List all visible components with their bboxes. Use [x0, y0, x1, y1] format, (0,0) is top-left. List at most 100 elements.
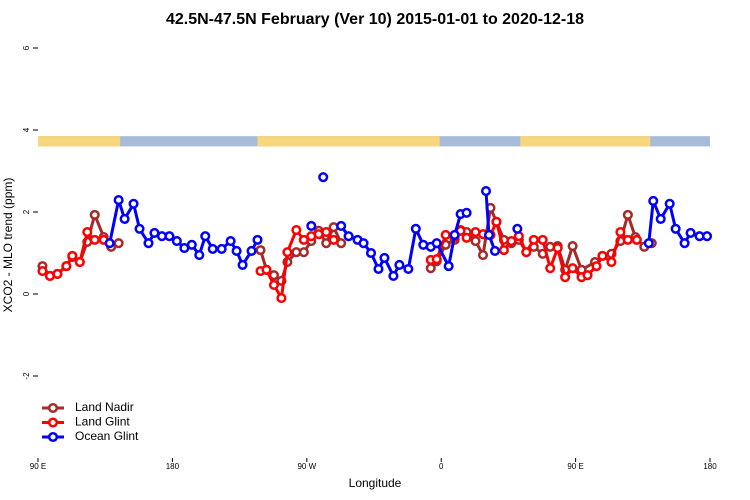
data-point — [685, 227, 696, 238]
legend-label: Land Nadir — [75, 400, 134, 414]
x-tick-label: 90 E — [30, 462, 46, 471]
data-point — [537, 234, 548, 245]
y-tick-label: 2 — [22, 209, 31, 214]
data-point — [449, 229, 460, 241]
data-point — [506, 236, 517, 247]
data-point — [171, 236, 182, 247]
data-point — [298, 234, 309, 245]
data-point — [255, 245, 266, 256]
data-point — [128, 198, 139, 209]
legend-marker — [47, 402, 59, 414]
data-point — [104, 238, 115, 249]
data-point — [480, 186, 492, 197]
data-point — [379, 252, 390, 263]
data-point — [461, 207, 472, 218]
y-tick-label: -2 — [22, 372, 31, 380]
legend-label: Land Glint — [75, 415, 130, 429]
data-point — [291, 224, 302, 236]
data-point — [89, 234, 100, 245]
data-point — [403, 263, 414, 275]
data-point — [207, 243, 218, 254]
data-point — [431, 254, 442, 265]
data-point — [231, 245, 242, 256]
data-point — [552, 243, 563, 254]
data-point — [655, 213, 666, 225]
data-point — [615, 227, 626, 238]
data-point — [261, 264, 272, 275]
data-point — [582, 270, 593, 281]
y-tick-label: 6 — [22, 45, 31, 50]
data-point — [394, 259, 405, 270]
data-point — [498, 245, 509, 256]
y-tick-label: 0 — [22, 291, 31, 296]
data-point — [306, 220, 317, 231]
data-point — [336, 220, 347, 231]
chart-title: 42.5N-47.5N February (Ver 10) 2015-01-01… — [166, 11, 584, 28]
data-point — [321, 227, 332, 238]
data-point — [225, 236, 236, 247]
data-point — [643, 238, 654, 249]
data-point — [52, 268, 63, 279]
data-point — [483, 229, 495, 241]
x-axis-label: Longitude — [349, 476, 402, 490]
legend-marker — [47, 417, 59, 428]
data-point — [61, 261, 72, 272]
data-point — [216, 243, 227, 254]
x-tick-label: 90 E — [567, 462, 583, 471]
data-point — [410, 223, 421, 234]
data-point — [491, 216, 502, 227]
data-point — [477, 250, 489, 261]
data-point — [567, 240, 578, 252]
data-point — [597, 250, 608, 261]
x-tick-label: 0 — [439, 462, 444, 471]
data-point — [113, 238, 124, 249]
data-point — [194, 250, 205, 261]
data-point — [425, 263, 436, 274]
data-point — [328, 234, 339, 245]
data-point — [276, 293, 287, 304]
y-axis-label: XCO2 - MLO trend (ppm) — [1, 178, 15, 313]
data-point — [37, 265, 48, 277]
data-point — [298, 247, 309, 258]
data-point — [470, 236, 481, 247]
data-point — [560, 272, 571, 283]
land-strip — [520, 136, 651, 147]
data-point — [443, 261, 454, 272]
legend-marker — [47, 431, 59, 443]
data-point — [440, 229, 451, 241]
data-point — [82, 227, 93, 238]
data-point — [567, 263, 578, 274]
data-point — [282, 247, 293, 258]
data-point — [365, 247, 377, 259]
x-tick-label: 90 W — [297, 462, 316, 471]
data-point — [113, 195, 124, 206]
data-point — [252, 234, 263, 245]
data-point — [545, 263, 556, 274]
data-point — [461, 232, 472, 243]
data-point — [134, 223, 145, 234]
data-point — [164, 231, 175, 242]
data-point — [606, 256, 617, 268]
y-tick-label: 4 — [22, 127, 31, 132]
data-point — [648, 195, 659, 206]
data-point — [670, 223, 681, 234]
data-point — [67, 250, 78, 261]
data-point — [89, 209, 100, 220]
x-tick-label: 180 — [703, 462, 717, 471]
data-point — [701, 231, 713, 242]
data-point — [318, 172, 329, 183]
legend-label: Ocean Glint — [75, 429, 139, 443]
data-point — [489, 245, 501, 256]
data-point — [268, 279, 279, 291]
data-point — [358, 238, 369, 249]
data-point — [664, 198, 675, 209]
x-tick-label: 180 — [166, 462, 180, 471]
data-point — [119, 213, 130, 225]
land-strip — [38, 136, 121, 147]
data-point — [521, 247, 532, 258]
data-point — [246, 245, 257, 256]
data-point — [528, 234, 539, 245]
data-point — [591, 261, 602, 272]
data-point — [143, 238, 154, 249]
